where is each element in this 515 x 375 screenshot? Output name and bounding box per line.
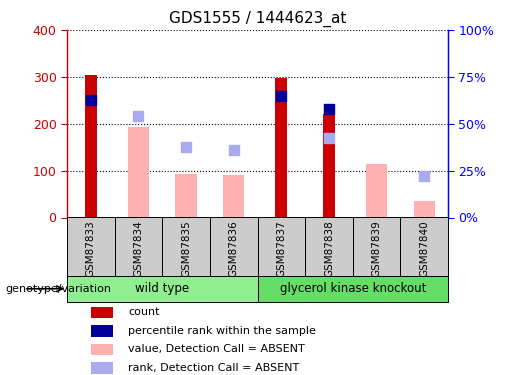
FancyBboxPatch shape [353, 217, 401, 276]
Text: wild type: wild type [135, 282, 190, 295]
FancyBboxPatch shape [401, 217, 448, 276]
Point [87, 98, 95, 104]
FancyBboxPatch shape [258, 276, 448, 302]
Point [134, 113, 143, 119]
Text: GSM87836: GSM87836 [229, 220, 238, 277]
Point [277, 93, 285, 99]
Bar [414, 201, 435, 217]
Text: GSM87834: GSM87834 [133, 220, 143, 277]
FancyBboxPatch shape [210, 217, 258, 276]
Text: value, Detection Call = ABSENT: value, Detection Call = ABSENT [128, 344, 305, 354]
FancyBboxPatch shape [67, 217, 114, 276]
FancyBboxPatch shape [162, 217, 210, 276]
Bar [276, 78, 287, 218]
Text: GSM87835: GSM87835 [181, 220, 191, 277]
Point [420, 173, 428, 179]
Text: GSM87833: GSM87833 [86, 220, 96, 277]
Text: genotype/variation: genotype/variation [5, 285, 111, 294]
Point [325, 135, 333, 141]
Text: GSM87839: GSM87839 [372, 220, 382, 277]
Text: rank, Detection Call = ABSENT: rank, Detection Call = ABSENT [128, 363, 300, 373]
Point [230, 147, 238, 153]
Bar [91, 362, 113, 374]
Bar [323, 114, 335, 218]
Bar [91, 325, 113, 336]
Text: GSM87840: GSM87840 [419, 220, 429, 277]
Bar [366, 164, 387, 218]
Title: GDS1555 / 1444623_at: GDS1555 / 1444623_at [169, 11, 346, 27]
FancyBboxPatch shape [67, 276, 258, 302]
Text: count: count [128, 307, 160, 317]
FancyBboxPatch shape [114, 217, 162, 276]
Text: GSM87838: GSM87838 [324, 220, 334, 277]
FancyBboxPatch shape [305, 217, 353, 276]
FancyBboxPatch shape [258, 217, 305, 276]
Bar [91, 344, 113, 355]
Point [325, 106, 333, 112]
Bar [175, 174, 197, 217]
Point [182, 144, 190, 150]
Text: GSM87837: GSM87837 [277, 220, 286, 277]
Text: percentile rank within the sample: percentile rank within the sample [128, 326, 316, 336]
Bar [128, 127, 149, 218]
Bar [91, 307, 113, 318]
Bar [223, 176, 245, 217]
Text: glycerol kinase knockout: glycerol kinase knockout [280, 282, 426, 295]
Bar [85, 75, 97, 217]
